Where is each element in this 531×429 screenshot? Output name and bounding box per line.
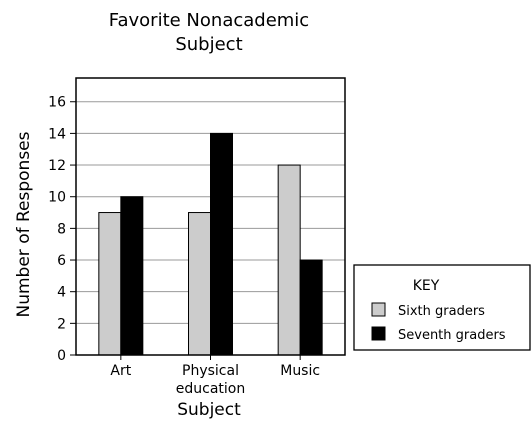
chart-title: Favorite Nonacademic Subject: [109, 10, 309, 55]
x-axis-categories: Art Physical education Music: [110, 355, 320, 397]
legend-label: Sixth graders: [398, 304, 485, 319]
y-tick-label: 14: [48, 126, 66, 142]
legend-title: KEY: [413, 278, 440, 294]
bar-sixth: [99, 213, 121, 355]
y-axis-ticks: 0 2 4 6 8 10 12 14 16: [48, 95, 76, 364]
bar-seventh: [300, 260, 322, 355]
bars: [99, 133, 322, 355]
y-tick-label: 8: [57, 221, 66, 237]
y-axis-title: Number of Responses: [14, 131, 34, 317]
legend-key: KEY Sixth graders Seventh graders: [354, 265, 530, 350]
bar-seventh: [121, 197, 143, 355]
y-tick-label: 0: [57, 348, 66, 364]
x-axis-title: Subject: [177, 400, 241, 420]
y-tick-label: 12: [48, 158, 66, 174]
bar-sixth: [189, 213, 211, 355]
x-category-label: education: [176, 381, 245, 397]
x-category-label: Physical: [182, 363, 239, 379]
y-tick-label: 6: [57, 253, 66, 269]
legend-swatch: [372, 327, 385, 340]
legend-label: Seventh graders: [398, 328, 506, 343]
chart-title-line: Subject: [175, 34, 242, 55]
bar-sixth: [278, 165, 300, 355]
y-tick-label: 2: [57, 316, 66, 332]
y-tick-label: 16: [48, 95, 66, 111]
chart-title-line: Favorite Nonacademic: [109, 10, 309, 31]
x-category-label: Art: [110, 363, 131, 379]
x-category-label: Music: [280, 363, 320, 379]
y-tick-label: 4: [57, 285, 66, 301]
y-tick-label: 10: [48, 190, 66, 206]
bar-seventh: [211, 133, 233, 355]
legend-swatch: [372, 303, 385, 316]
